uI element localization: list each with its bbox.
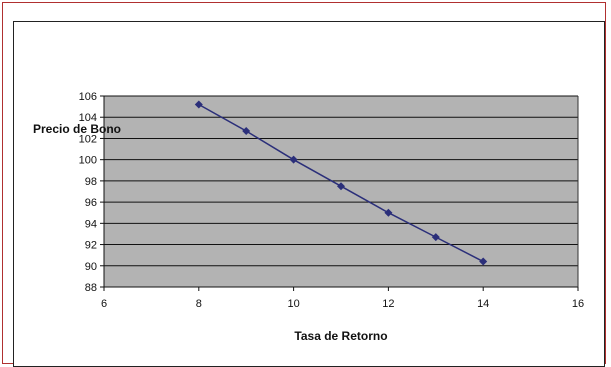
y-tick-label: 98 [85,176,97,188]
x-axis-ticks: 6 8 10 12 14 16 [101,287,584,310]
data-point [431,233,440,242]
y-tick-label: 94 [85,218,97,230]
x-tick-label: 12 [382,298,394,310]
gridlines [104,95,578,288]
y-tick-label: 90 [85,261,97,273]
y-tick-label: 96 [85,197,97,209]
y-tick-label: 88 [85,282,97,294]
data-point [337,182,345,191]
y-tick-label: 92 [85,240,97,252]
y-tick-label: 104 [79,112,97,124]
data-point [479,257,488,266]
data-point [242,127,251,136]
plot-area [104,96,578,287]
data-point [384,208,393,217]
y-tick-label: 100 [79,155,97,167]
data-point [194,100,203,109]
axes [103,96,579,288]
y-axis-label: Precio de Bono [33,122,121,136]
x-tick-label: 10 [287,298,299,310]
y-tick-label: 106 [79,91,97,103]
y-axis-ticks: 88 90 92 94 96 98 100 102 104 106 [79,91,104,294]
x-axis-label: Tasa de Retorno [294,329,387,343]
series-layer [194,100,488,266]
x-tick-label: 6 [101,298,107,310]
data-point [289,155,298,164]
x-tick-label: 14 [477,298,489,310]
x-tick-label: 16 [572,298,584,310]
y-tick-label: 102 [79,133,97,145]
x-tick-label: 8 [196,298,202,310]
